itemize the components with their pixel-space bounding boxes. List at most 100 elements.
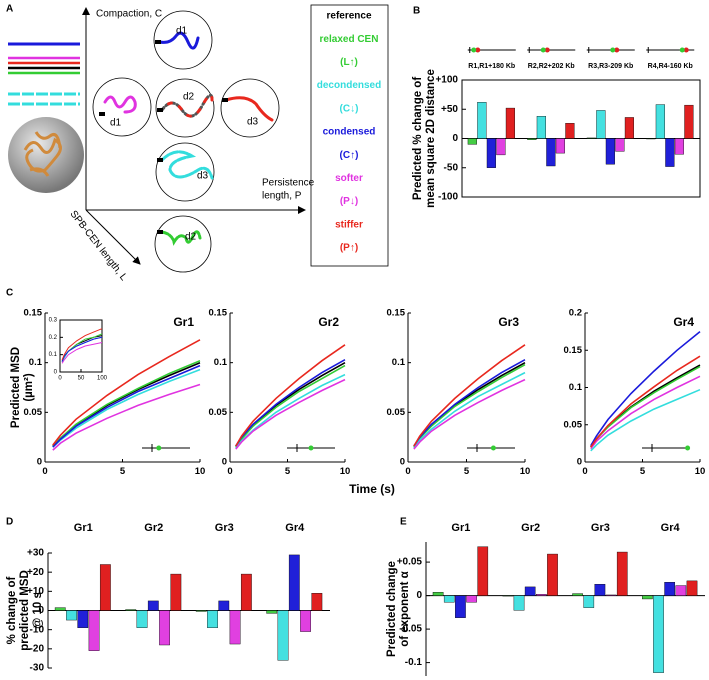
spb-marker <box>155 40 161 44</box>
y-tick-label: 0 <box>577 457 582 468</box>
spb-marker <box>99 112 105 116</box>
category-label: Gr3 <box>215 522 234 534</box>
axis-label: SPB-CEN length, L <box>68 209 130 284</box>
series-line <box>590 375 701 450</box>
bar <box>88 610 100 651</box>
spb-marker <box>157 108 163 112</box>
bar <box>467 138 477 145</box>
bar <box>684 104 694 139</box>
y-axis-label: (µm²) <box>23 373 35 402</box>
category-label: Gr4 <box>285 522 305 534</box>
category-label: Gr1 <box>74 522 93 534</box>
bar <box>477 102 487 139</box>
y-tick-label: +30 <box>27 548 44 559</box>
locus-schematic <box>475 47 481 53</box>
series-line <box>590 355 701 448</box>
y-tick-label: +10 <box>27 586 44 597</box>
y-axis-label: % change of <box>6 576 18 644</box>
spb-marker <box>157 230 163 234</box>
spb-marker <box>157 158 163 162</box>
y-tick-label: -50 <box>444 162 459 173</box>
chart-title: Gr2 <box>318 315 339 329</box>
y-tick-label: -30 <box>30 663 45 674</box>
bar <box>229 610 241 645</box>
axis-label: length, P <box>262 191 302 202</box>
y-tick-label: 0 <box>416 590 422 601</box>
y-tick-label: 0.3 <box>49 318 58 324</box>
chain <box>160 93 214 118</box>
y-axis-label: Predicted change <box>386 561 398 657</box>
bar <box>605 594 617 596</box>
series-line <box>52 368 201 448</box>
y-tick-label: +0.05 <box>397 557 423 568</box>
bar <box>99 564 111 611</box>
legend-entry: softer <box>335 173 363 184</box>
bar <box>594 584 606 596</box>
bar <box>159 610 170 646</box>
diagram: Compaction, C Persistence length, P SPB-… <box>8 4 389 284</box>
chart-title: Gr1 <box>173 315 194 329</box>
series-line <box>52 383 201 451</box>
inset-frame <box>59 319 103 373</box>
chain <box>160 150 214 180</box>
x-tick-label: 0 <box>227 466 232 477</box>
y-tick-label: 0.15 <box>564 345 583 356</box>
locus-schematic <box>471 47 477 53</box>
y-tick-label: -10 <box>30 624 45 635</box>
chart-title: Gr4 <box>673 315 694 329</box>
y-tick-label: 0.2 <box>49 335 58 341</box>
legend-entry: decondensed <box>317 80 381 91</box>
bar <box>586 137 596 139</box>
bar <box>646 138 656 140</box>
locus-schematic <box>679 47 685 53</box>
bar <box>572 593 583 596</box>
spb-marker <box>222 98 228 102</box>
bar <box>527 138 537 140</box>
legend-entry: stiffer <box>335 219 363 230</box>
chart-title: Gr3 <box>498 315 519 329</box>
state-circle <box>153 10 213 70</box>
x-tick-label: 50 <box>78 376 85 382</box>
locus-schematic <box>614 47 620 53</box>
category-label: R4,R4-160 Kb <box>648 63 693 70</box>
y-tick-label: 0.05 <box>209 407 228 418</box>
x-tick-label: 0 <box>582 466 587 477</box>
x-tick-label: 5 <box>120 466 126 477</box>
chain <box>103 95 137 114</box>
series-line <box>52 364 201 448</box>
x-tick-label: 5 <box>640 466 646 477</box>
y-tick-label: 0.15 <box>24 308 43 319</box>
series-line <box>590 388 701 452</box>
category-label: Gr4 <box>661 522 681 534</box>
bar <box>655 104 665 139</box>
legend-box <box>310 4 389 267</box>
y-tick-label: 0.1 <box>49 352 58 358</box>
y-tick-label: 0.2 <box>569 308 582 319</box>
y-axis-label: Predicted MSD <box>10 347 22 428</box>
bar <box>502 595 514 597</box>
x-tick-label: 5 <box>285 466 291 477</box>
x-tick-label: 10 <box>520 466 531 477</box>
bar <box>513 595 525 611</box>
category-label: Gr2 <box>521 522 540 534</box>
bar <box>77 610 89 628</box>
distance-label: d1 <box>176 26 188 37</box>
series-line <box>413 363 526 448</box>
bar <box>432 592 444 596</box>
bar <box>66 610 77 621</box>
y-tick-label: 0.1 <box>569 382 583 393</box>
locus-schematic <box>685 445 691 451</box>
bar <box>505 107 515 139</box>
bar <box>664 582 676 596</box>
distance-label: d2 <box>183 92 195 103</box>
x-tick-label: 10 <box>195 466 206 477</box>
legend-entry: condensed <box>323 127 376 138</box>
bar <box>54 607 66 611</box>
bar <box>653 595 664 673</box>
legend-entry: (P↑) <box>340 243 358 254</box>
y-tick-label: 0.15 <box>209 308 228 319</box>
bar <box>136 610 148 628</box>
category-label: Gr3 <box>591 522 610 534</box>
bar <box>583 595 595 608</box>
